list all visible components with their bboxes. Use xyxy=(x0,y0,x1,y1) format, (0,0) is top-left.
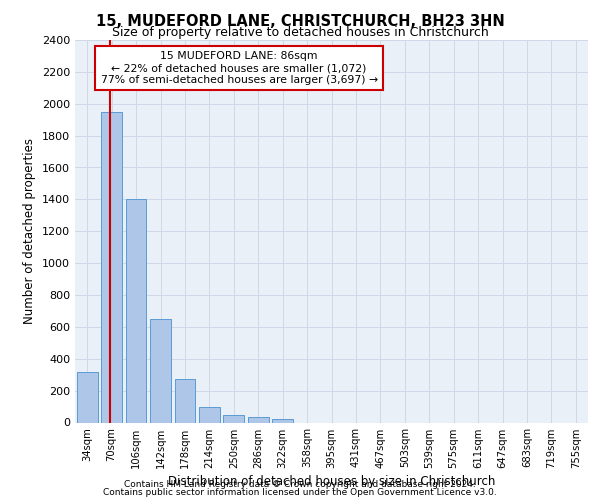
Bar xyxy=(125,200,146,422)
Bar xyxy=(272,418,293,422)
Bar xyxy=(248,417,269,422)
Text: Contains public sector information licensed under the Open Government Licence v3: Contains public sector information licen… xyxy=(103,488,497,497)
Bar xyxy=(150,319,171,422)
Text: Contains HM Land Registry data © Crown copyright and database right 2024.: Contains HM Land Registry data © Crown c… xyxy=(124,480,476,489)
Bar xyxy=(77,372,98,422)
Text: 15, MUDEFORD LANE, CHRISTCHURCH, BH23 3HN: 15, MUDEFORD LANE, CHRISTCHURCH, BH23 3H… xyxy=(95,14,505,29)
Y-axis label: Number of detached properties: Number of detached properties xyxy=(23,138,37,324)
Bar xyxy=(175,380,196,422)
Bar xyxy=(223,416,244,422)
Text: Size of property relative to detached houses in Christchurch: Size of property relative to detached ho… xyxy=(112,26,488,39)
Bar xyxy=(101,112,122,422)
X-axis label: Distribution of detached houses by size in Christchurch: Distribution of detached houses by size … xyxy=(168,474,495,488)
Text: 15 MUDEFORD LANE: 86sqm
← 22% of detached houses are smaller (1,072)
77% of semi: 15 MUDEFORD LANE: 86sqm ← 22% of detache… xyxy=(101,52,378,84)
Bar xyxy=(199,406,220,422)
